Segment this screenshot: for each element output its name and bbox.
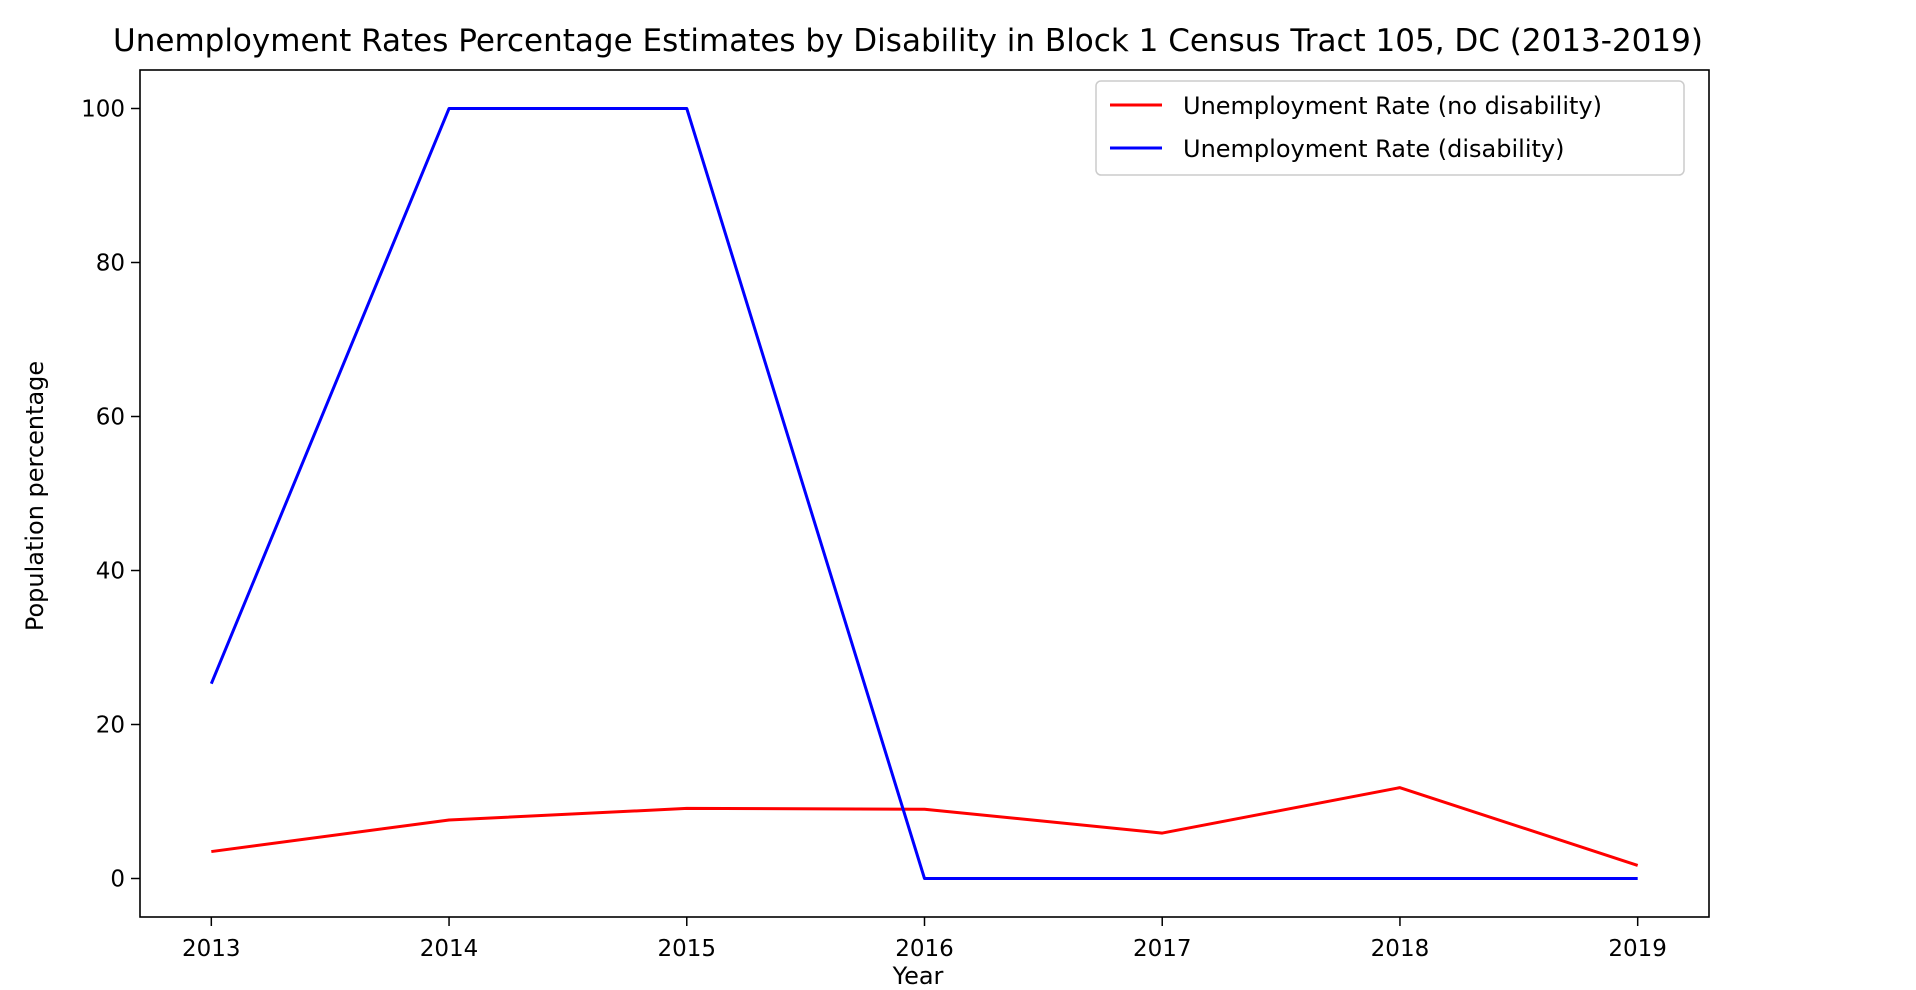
legend-label-disability: Unemployment Rate (disability) [1183, 135, 1564, 163]
x-tick-label: 2013 [182, 936, 241, 962]
x-tick-label: 2017 [1133, 936, 1192, 962]
y-tick-label: 80 [96, 251, 125, 277]
plot-area-frame [139, 69, 1710, 918]
y-tick-label: 0 [110, 867, 125, 893]
legend-label-no-disability: Unemployment Rate (no disability) [1183, 92, 1602, 120]
y-axis-ticks: 0 20 40 60 80 100 [81, 97, 140, 893]
series-line-0 [211, 786, 1639, 867]
y-tick-label: 20 [96, 713, 125, 739]
x-tick-label: 2014 [420, 936, 479, 962]
legend-box [1095, 80, 1685, 176]
y-tick-label: 60 [96, 405, 125, 431]
series-line-1 [209, 107, 1638, 880]
x-tick-label: 2019 [1608, 936, 1667, 962]
series-layer [209, 107, 1639, 880]
x-axis-label: Year [892, 962, 944, 990]
x-tick-label: 2015 [657, 936, 716, 962]
x-tick-label: 2016 [895, 936, 954, 962]
y-tick-label: 100 [81, 97, 125, 123]
x-tick-label: 2018 [1371, 936, 1430, 962]
y-tick-label: 40 [96, 559, 125, 585]
chart-title: Unemployment Rates Percentage Estimates … [113, 23, 1703, 59]
y-axis-label: Population percentage [21, 361, 49, 631]
legend: Unemployment Rate (no disability) Unempl… [1095, 80, 1685, 176]
x-axis-ticks: 2013 2014 2015 2016 2017 2018 2019 [182, 917, 1667, 962]
